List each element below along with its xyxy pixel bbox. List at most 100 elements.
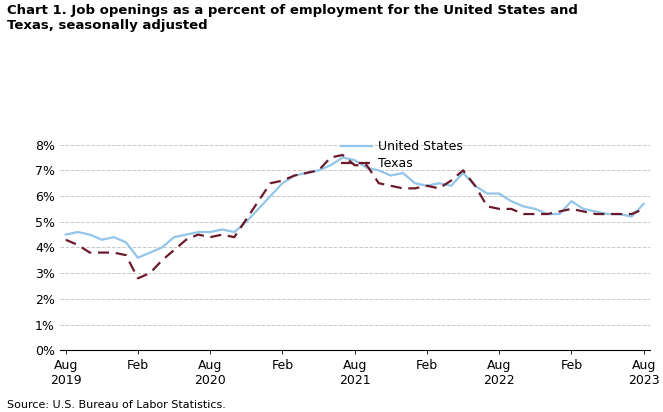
Texas <box>423 183 431 188</box>
United States <box>62 232 70 237</box>
Texas <box>302 171 310 176</box>
Texas <box>122 253 130 258</box>
Texas <box>194 232 202 237</box>
Texas <box>255 199 263 204</box>
United States <box>146 250 154 255</box>
Legend: United States, Texas: United States, Texas <box>341 140 463 170</box>
United States <box>447 183 455 188</box>
United States <box>471 183 479 188</box>
United States <box>290 173 298 178</box>
Texas <box>531 212 539 217</box>
Text: Source: U.S. Bureau of Labor Statistics.: Source: U.S. Bureau of Labor Statistics. <box>7 400 225 410</box>
United States <box>591 209 599 214</box>
United States <box>616 212 624 217</box>
Texas <box>134 276 142 281</box>
United States <box>519 204 527 209</box>
United States <box>218 227 226 232</box>
Texas <box>519 212 527 217</box>
United States <box>423 183 431 188</box>
Texas <box>447 178 455 183</box>
United States <box>507 199 515 204</box>
United States <box>483 191 491 196</box>
United States <box>495 191 503 196</box>
Texas <box>278 178 286 183</box>
Texas <box>62 237 70 242</box>
Texas <box>603 212 611 217</box>
United States <box>206 229 214 234</box>
Texas <box>640 206 648 211</box>
United States <box>86 232 93 237</box>
Texas <box>591 212 599 217</box>
United States <box>315 168 323 173</box>
United States <box>74 229 82 234</box>
Texas <box>544 212 552 217</box>
United States <box>603 212 611 217</box>
Texas <box>495 206 503 211</box>
United States <box>556 212 564 217</box>
Texas <box>435 186 443 191</box>
United States <box>122 240 130 245</box>
United States <box>411 181 419 186</box>
United States <box>435 181 443 186</box>
Texas <box>375 181 383 186</box>
Texas <box>230 235 238 240</box>
Texas <box>628 212 636 217</box>
Texas <box>158 258 166 263</box>
Texas <box>218 232 226 237</box>
Texas <box>327 155 335 160</box>
United States <box>170 235 178 240</box>
United States <box>158 245 166 250</box>
Texas <box>267 181 274 186</box>
United States <box>531 206 539 211</box>
United States <box>579 206 587 211</box>
Texas <box>411 186 419 191</box>
United States <box>327 163 335 168</box>
Texas <box>206 235 214 240</box>
United States <box>351 158 359 163</box>
Texas <box>616 212 624 217</box>
United States <box>182 232 190 237</box>
Texas <box>182 237 190 242</box>
Texas <box>110 250 118 255</box>
United States <box>544 212 552 217</box>
United States <box>568 199 575 204</box>
United States <box>387 173 394 178</box>
Texas <box>507 206 515 211</box>
Texas <box>387 183 394 188</box>
Texas <box>579 209 587 214</box>
Texas <box>556 209 564 214</box>
United States <box>375 168 383 173</box>
Texas <box>74 242 82 247</box>
United States <box>399 171 407 176</box>
United States <box>243 219 251 224</box>
United States <box>640 201 648 206</box>
Texas <box>315 168 323 173</box>
Texas <box>339 152 347 157</box>
Texas <box>483 204 491 209</box>
United States <box>459 171 467 176</box>
Texas <box>471 183 479 188</box>
United States <box>255 206 263 211</box>
United States <box>267 194 274 199</box>
United States <box>302 171 310 176</box>
Line: Texas: Texas <box>66 155 644 278</box>
Texas <box>170 248 178 253</box>
United States <box>363 165 371 170</box>
United States <box>278 181 286 186</box>
Texas <box>363 163 371 168</box>
United States <box>339 155 347 160</box>
Texas <box>459 168 467 173</box>
Texas <box>351 163 359 168</box>
United States <box>134 255 142 260</box>
Line: United States: United States <box>66 157 644 258</box>
Texas <box>568 206 575 211</box>
United States <box>628 214 636 219</box>
Texas <box>86 250 93 255</box>
Texas <box>243 217 251 222</box>
Text: Chart 1. Job openings as a percent of employment for the United States and
Texas: Chart 1. Job openings as a percent of em… <box>7 4 577 32</box>
Texas <box>98 250 106 255</box>
United States <box>110 235 118 240</box>
Texas <box>146 271 154 276</box>
United States <box>98 237 106 242</box>
Texas <box>290 173 298 178</box>
